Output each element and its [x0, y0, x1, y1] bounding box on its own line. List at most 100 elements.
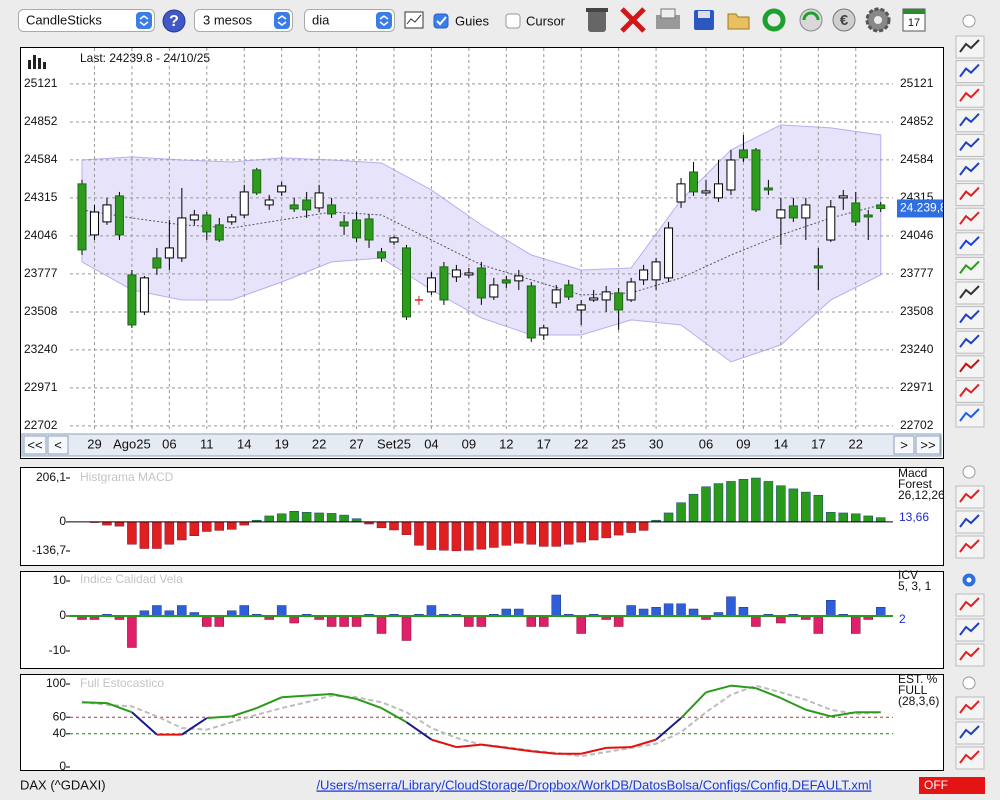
- candle-body: [476, 267, 486, 299]
- candle-body: [664, 227, 674, 279]
- k-line-segment: [705, 684, 732, 694]
- save-icon[interactable]: [694, 10, 714, 30]
- toggle-text: OFF: [924, 778, 948, 792]
- tool-glyph: [959, 211, 980, 225]
- bar: [276, 605, 287, 617]
- tool-glyph: [959, 539, 980, 553]
- k-line-segment: [131, 711, 158, 736]
- candle-body: [264, 199, 274, 206]
- tool-glyph: [959, 489, 980, 503]
- nav-button[interactable]: [893, 435, 915, 455]
- bar: [576, 615, 586, 634]
- x-tick-label: 06: [162, 436, 176, 451]
- y-tick-label: 22702: [900, 418, 934, 432]
- off-toggle[interactable]: OFF: [919, 777, 985, 794]
- bar: [239, 605, 249, 617]
- y-tick-label: 23240: [900, 342, 934, 356]
- k-line-segment: [456, 743, 482, 749]
- bar: [214, 615, 225, 627]
- trash-icon[interactable]: [586, 8, 608, 32]
- settings-icon[interactable]: [865, 7, 891, 33]
- currency-icon[interactable]: €: [832, 8, 856, 32]
- k-line-segment: [630, 738, 657, 749]
- legend-text: EST. %: [898, 672, 938, 686]
- nav-button[interactable]: [47, 435, 69, 455]
- bar: [214, 521, 225, 531]
- select-text: CandleSticks: [26, 12, 102, 27]
- config-path-link[interactable]: /Users/mserra/Library/CloudStorage/Dropb…: [316, 777, 871, 792]
- y-tick-label: 206,1: [36, 470, 66, 484]
- bar: [389, 521, 399, 531]
- calendar-icon[interactable]: 17: [902, 8, 926, 32]
- candle-body: [77, 183, 87, 251]
- chart-icon: [28, 55, 46, 69]
- y-tick-label: 23777: [24, 266, 58, 280]
- x-tick-label: 22: [574, 436, 588, 451]
- checkbox-box: [505, 13, 521, 29]
- panel-radio[interactable]: [962, 676, 976, 690]
- guides-checkbox[interactable]: [433, 13, 449, 29]
- x-tick-label: 14: [237, 436, 251, 451]
- k-line-segment: [606, 746, 632, 749]
- refresh-icon[interactable]: [762, 8, 786, 32]
- candle-body: [526, 285, 536, 339]
- bar: [202, 615, 212, 627]
- candle-body: [389, 237, 399, 243]
- help-text: ?: [169, 13, 179, 30]
- cursor-label: Cursor: [526, 13, 566, 28]
- bar: [788, 488, 799, 523]
- candle-body: [227, 216, 237, 223]
- chart-settings-icon[interactable]: [404, 11, 424, 29]
- bar: [638, 521, 649, 531]
- open-icon[interactable]: [727, 13, 750, 30]
- y-tick-label: 0: [59, 759, 66, 773]
- print-icon[interactable]: [656, 8, 680, 29]
- legend-text: Macd: [898, 466, 927, 480]
- interval-select[interactable]: dia: [304, 9, 395, 32]
- bar: [751, 477, 761, 523]
- legend-text: 26,12,26: [898, 488, 945, 502]
- bar: [339, 514, 349, 523]
- tool-glyph: [959, 383, 980, 397]
- calendar-day: 17: [908, 17, 920, 29]
- k-line-segment: [780, 697, 807, 711]
- chart-type-select[interactable]: CandleSticks: [18, 9, 155, 32]
- cursor-checkbox[interactable]: [505, 13, 521, 29]
- candle-body: [164, 247, 174, 259]
- delete-icon[interactable]: [620, 7, 646, 33]
- bar: [738, 607, 749, 617]
- period-select[interactable]: 3 mesos: [194, 9, 293, 32]
- k-line-segment: [680, 691, 707, 719]
- radio[interactable]: [962, 14, 976, 28]
- y-tick-label: 24584: [900, 152, 934, 166]
- bar: [426, 605, 437, 617]
- candle-body: [327, 204, 337, 215]
- nav-button[interactable]: [23, 435, 47, 455]
- y-tick-label: 22971: [24, 380, 58, 394]
- candle-body: [89, 211, 99, 236]
- legend-value: 13,66: [899, 510, 929, 524]
- k-line-segment: [580, 746, 607, 755]
- candle-body: [813, 265, 823, 269]
- bar: [688, 608, 699, 617]
- y-tick-label: 23777: [900, 266, 934, 280]
- y-tick-label: 23240: [24, 342, 58, 356]
- candle-body: [189, 214, 199, 221]
- sync-icon[interactable]: [799, 8, 823, 32]
- panel-radio[interactable]: [962, 465, 976, 479]
- tool-glyph: [959, 647, 980, 661]
- tool-glyph: [959, 514, 980, 528]
- select-text: 3 mesos: [203, 12, 253, 27]
- bar: [464, 615, 474, 627]
- x-tick-label: 30: [649, 436, 663, 451]
- help-button[interactable]: ?: [162, 9, 186, 33]
- candle-body: [826, 206, 836, 241]
- y-tick-label: 24046: [900, 228, 934, 242]
- candle-body: [202, 214, 212, 233]
- candle-body: [451, 269, 461, 278]
- bar: [501, 608, 512, 617]
- candle-body: [738, 149, 748, 159]
- candle-body: [726, 159, 736, 191]
- nav-button[interactable]: [915, 435, 941, 455]
